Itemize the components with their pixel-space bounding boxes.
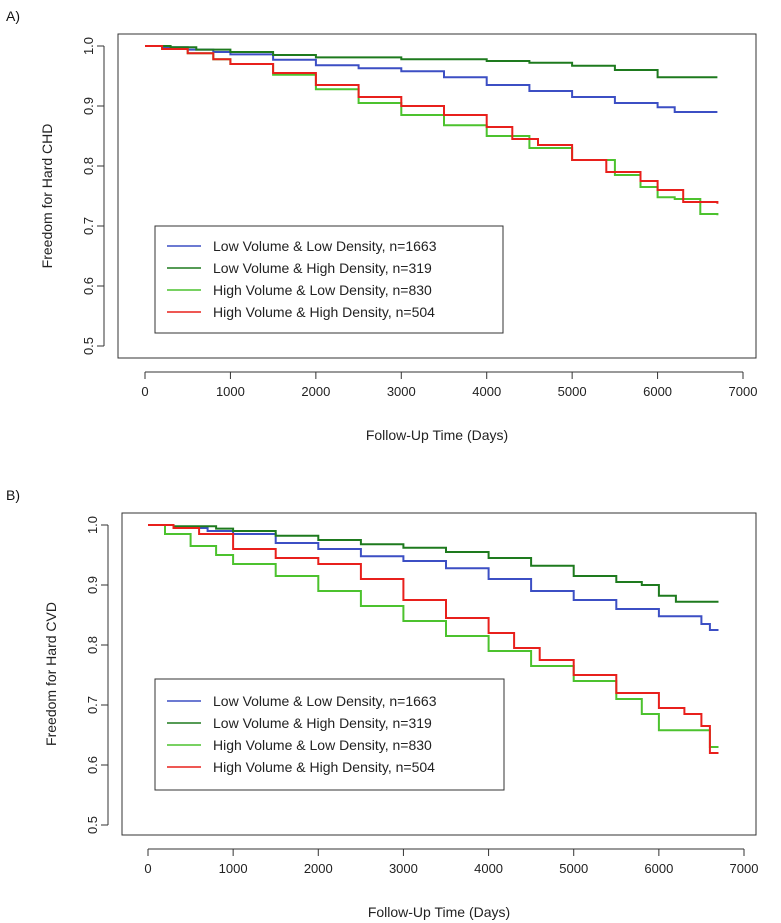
y-tick-label: 0.5 [85,816,100,834]
x-tick-label: 6000 [643,384,672,399]
series-line-4 [148,524,719,754]
series-line-3 [148,524,719,748]
y-tick-label: 0.8 [81,157,96,175]
legend-box [154,225,504,334]
chart-b-svg: 0 1000 2000 3000 4000 5000 6000 7000 0.5 0.6 0.7 0.… [43,512,759,920]
chart-panel-a: A) 0 1000 2000 3000 4000 5000 6000 7000 0.5 0.6 0.… [0,0,781,455]
y-tick-label: 0.7 [81,217,96,235]
legend-entry: High Volume & High Density, n=504 [213,759,435,775]
y-tick-label: 0.8 [85,636,100,654]
x-tick-label: 1000 [219,861,248,876]
legend-entry: Low Volume & Low Density, n=1663 [213,238,437,254]
panel-label: B) [6,487,20,503]
series-line-2 [148,524,719,603]
legend-entry: Low Volume & High Density, n=319 [213,260,432,276]
legend-entry: High Volume & High Density, n=504 [213,304,435,320]
legend-entry: High Volume & Low Density, n=830 [213,737,432,753]
x-tick-label: 4000 [472,384,501,399]
x-tick-label: 2000 [304,861,333,876]
y-tick-label: 0.9 [85,576,100,594]
legend-box [154,678,505,791]
series-line-4 [145,45,719,204]
chart-panel-b: B) 0 1000 2000 3000 4000 5000 6000 7000 0.5 0.6 0.… [0,465,781,923]
chart-a-svg: 0 1000 2000 3000 4000 5000 6000 7000 0.5 0.6 0.7 0.… [39,33,758,443]
panel-label: A) [6,8,20,24]
legend-entry: High Volume & Low Density, n=830 [213,282,432,298]
y-tick-label: 1.0 [81,37,96,55]
y-tick-label: 0.6 [85,756,100,774]
x-tick-label: 1000 [216,384,245,399]
x-tick-label: 7000 [730,861,759,876]
y-tick-label: 0.9 [81,97,96,115]
legend-entry: Low Volume & High Density, n=319 [213,715,432,731]
series-line-1 [145,45,718,113]
x-tick-label: 6000 [644,861,673,876]
y-tick-label: 0.5 [81,337,96,355]
x-tick-label: 4000 [474,861,503,876]
plot-frame [117,33,757,359]
y-axis-label: Freedom for Hard CVD [43,602,59,746]
x-tick-label: 5000 [558,384,587,399]
plot-frame [121,512,757,836]
x-axis-label: Follow-Up Time (Days) [366,427,508,443]
x-tick-label: 5000 [559,861,588,876]
y-axis-label: Freedom for Hard CHD [39,124,55,269]
x-tick-label: 7000 [729,384,758,399]
x-tick-label: 2000 [301,384,330,399]
x-tick-label: 0 [141,384,148,399]
x-axis-label: Follow-Up Time (Days) [368,904,510,920]
x-tick-label: 3000 [387,384,416,399]
x-tick-label: 3000 [389,861,418,876]
legend-entry: Low Volume & Low Density, n=1663 [213,693,437,709]
y-tick-label: 1.0 [85,516,100,534]
y-tick-label: 0.7 [85,696,100,714]
x-tick-label: 0 [144,861,151,876]
y-tick-label: 0.6 [81,277,96,295]
series-line-2 [145,45,718,79]
